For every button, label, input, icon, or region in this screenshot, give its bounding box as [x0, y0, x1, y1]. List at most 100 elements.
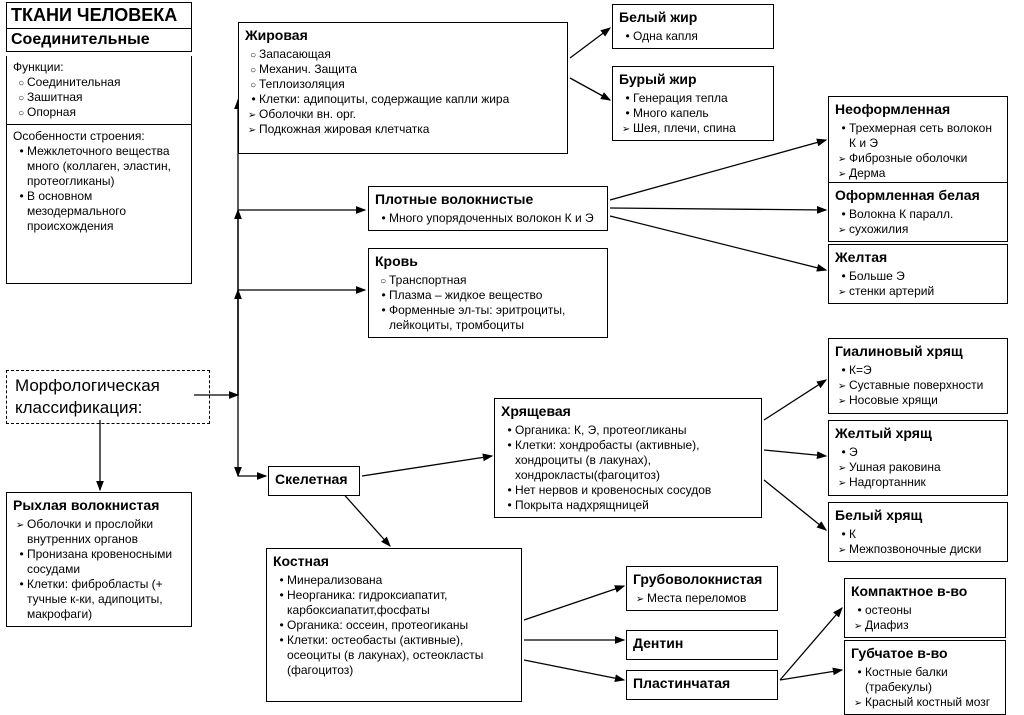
node-item: Органика: К, Э, протеогликаны [515, 423, 755, 438]
node-item: Механич. Защита [259, 62, 561, 77]
node-item: Теплоизоляция [259, 77, 561, 92]
node-gubch: Губчатое в-во Костные балки (трабекулы)Кр… [844, 640, 1006, 715]
node-title: Хрящевая [501, 403, 755, 421]
node-item: Запасающая [259, 47, 561, 62]
arrow [570, 28, 610, 58]
arrow [570, 78, 610, 100]
node-item: Много капель [633, 106, 767, 121]
node-item: Диафиз [865, 618, 999, 633]
node-krov: КровьТранспортнаяПлазма – жидкое веществ… [368, 248, 608, 338]
node-title: Белый хрящ [835, 507, 1001, 525]
arrow [524, 660, 624, 680]
node-items: Волокна К паралл.сухожилия [835, 207, 1001, 237]
arrow [764, 450, 826, 456]
node-title: Грубоволокнистая [633, 571, 771, 589]
node-gialin: Гиалиновый хрящ К=ЭСуставные поверхностиН… [828, 338, 1008, 414]
node-item: Генерация тепла [633, 91, 767, 106]
node-item: Клетки: хондробасты (активные), хондроци… [515, 438, 755, 483]
node-items: ЗапасающаяМеханич. ЗащитаТеплоизоляцияКл… [245, 47, 561, 137]
node-item: Клетки: адипоциты, содержащие капли жира [259, 92, 561, 107]
node-belyi_zhir: Белый жирОдна капля [612, 4, 774, 49]
node-title: Гиалиновый хрящ [835, 343, 1001, 361]
node-items: МинерализованаНеорганика: гидроксиапатит… [273, 573, 515, 678]
node-items: Места переломов [633, 591, 771, 606]
node-title: Костная [273, 553, 515, 571]
functions-item: Опорная [27, 105, 185, 120]
node-item: Красный костный мозг [865, 695, 999, 710]
node-item: К [849, 527, 1001, 542]
node-skeletnaya: Скелетная [268, 466, 360, 496]
node-item: Суставные поверхности [849, 378, 1001, 393]
node-plast: Пластинчатая [626, 670, 778, 700]
node-title: Жировая [245, 27, 561, 45]
node-item: Трехмерная сеть волокон К и Э [849, 121, 1001, 151]
node-title: Желтая [835, 249, 1001, 267]
node-items: ЭУшная раковинаНадгортанник [835, 445, 1001, 490]
node-item: Одна капля [633, 29, 767, 44]
node-items: Трехмерная сеть волокон К и ЭФиброзные о… [835, 121, 1001, 181]
node-item: сухожилия [849, 222, 1001, 237]
node-items: Больше Эстенки артерий [835, 269, 1001, 299]
structure-item: В основном мезодермального происхождения [27, 189, 185, 234]
node-items: Генерация теплаМного капельШея, плечи, с… [619, 91, 767, 136]
node-item: Оболочки и прослойки внутренних органов [27, 517, 185, 547]
node-zhirovaya: Жировая ЗапасающаяМеханич. ЗащитаТеплоизо… [238, 22, 568, 154]
node-neoform: НеоформленнаяТрехмерная сеть волокон К и… [828, 96, 1008, 186]
node-item: Органика: оссеин, протеогиканы [287, 618, 515, 633]
left-info-panel: Функции: СоединительнаяЗашитнаяОпорная О… [6, 56, 192, 284]
node-title: Оформленная белая [835, 187, 1001, 205]
node-item: Носовые хрящи [849, 393, 1001, 408]
node-title: Бурый жир [619, 71, 767, 89]
node-title: Желтый хрящ [835, 425, 1001, 443]
node-item: Много упорядоченных волокон К и Э [389, 211, 601, 226]
node-title: Пластинчатая [633, 675, 771, 693]
node-item: Клетки: остеобасты (активные), осеоциты … [287, 633, 515, 678]
node-title: Компактное в-во [851, 583, 999, 601]
node-items: ТранспортнаяПлазма – жидкое веществоФорм… [375, 273, 601, 333]
node-item: Дерма [849, 166, 1001, 181]
node-item: Больше Э [849, 269, 1001, 284]
node-item: Межпозвоночные диски [849, 542, 1001, 557]
main-subtitle: Соединительные [6, 29, 192, 52]
functions-label: Функции: [13, 60, 185, 75]
functions-item: Соединительная [27, 75, 185, 90]
node-kompakt: Компактное в-во остеоныДиафиз [844, 578, 1006, 638]
arrow [362, 456, 492, 476]
node-items: Костные балки (трабекулы)Красный костный… [851, 665, 999, 710]
arrow [340, 490, 390, 546]
node-item: Пронизана кровеносными сосудами [27, 547, 185, 577]
arrow [764, 480, 826, 530]
node-item: Форменные эл-ты: эритроциты, лейкоциты, … [389, 303, 601, 333]
header-stack: ТКАНИ ЧЕЛОВЕКА Соединительные [6, 2, 192, 52]
node-dentin: Дентин [626, 630, 778, 660]
structure-item: Межклеточного вещества много (коллаген, … [27, 144, 185, 189]
functions-item: Зашитная [27, 90, 185, 105]
node-item: Фиброзные оболочки [849, 151, 1001, 166]
node-item: Нет нервов и кровеносных сосудов [515, 483, 755, 498]
node-item: Костные балки (трабекулы) [865, 665, 999, 695]
node-item: Э [849, 445, 1001, 460]
arrow [610, 140, 826, 200]
node-zhelt_hr: Желтый хрящ ЭУшная раковинаНадгортанник [828, 420, 1008, 496]
node-item: Надгортанник [849, 475, 1001, 490]
node-items: Одна капля [619, 29, 767, 44]
node-bel_hr: Белый хрящ КМежпозвоночные диски [828, 502, 1008, 562]
node-title: Дентин [633, 635, 771, 653]
node-buryi_zhir: Бурый жир Генерация теплаМного капельШея,… [612, 66, 774, 141]
node-item: Транспортная [389, 273, 601, 288]
node-item: стенки артерий [849, 284, 1001, 299]
arrow [780, 670, 842, 680]
node-item: Подкожная жировая клетчатка [259, 122, 561, 137]
node-items: Много упорядоченных волокон К и Э [375, 211, 601, 226]
arrow [524, 586, 624, 620]
node-khryash: Хрящевая Органика: К, Э, протеогликаныКле… [494, 398, 762, 518]
node-zheltaya: Желтая Больше Эстенки артерий [828, 244, 1008, 304]
node-items: КМежпозвоночные диски [835, 527, 1001, 557]
node-items: остеоныДиафиз [851, 603, 999, 633]
node-item: Плазма – жидкое вещество [389, 288, 601, 303]
node-oform_belaya: Оформленная белая Волокна К паралл.сухожи… [828, 182, 1008, 242]
node-title: Губчатое в-во [851, 645, 999, 663]
node-ryhlaya: Рыхлая волокнистаяОболочки и прослойки в… [6, 492, 192, 627]
node-item: Клетки: фибробласты (+ тучные к-ки, адип… [27, 577, 185, 622]
node-items: К=ЭСуставные поверхностиНосовые хрящи [835, 363, 1001, 408]
